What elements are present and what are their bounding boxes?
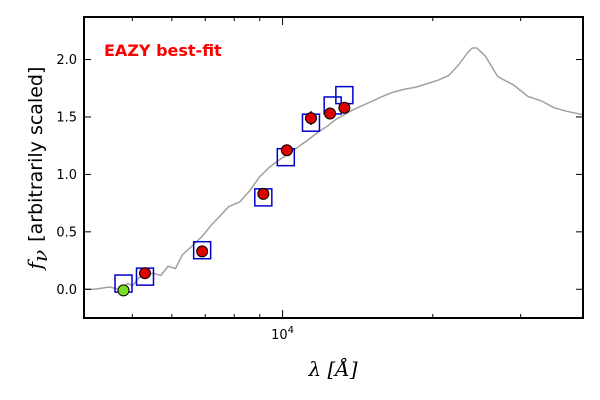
x-tick-label: 104 [271, 325, 294, 343]
template-line [84, 47, 584, 291]
model-photometry-square [192, 240, 212, 260]
y-tick-label: 1.5 [56, 110, 77, 125]
plot-frame [83, 16, 584, 319]
y-axis-label-text: [arbitrarily scaled] [25, 67, 47, 242]
y-tick-label: 0.0 [56, 283, 77, 298]
observed-point [280, 144, 293, 157]
observed-point [304, 112, 317, 125]
observed-photometry-layer [117, 101, 351, 297]
template-layer [84, 47, 584, 291]
ticks-layer: 0.0 0.5 1.0 1.5 2.0 104 [56, 17, 583, 343]
model-photometry-layer [114, 85, 354, 293]
observed-point [196, 245, 209, 258]
svg-text:fν[arbitrarily scaled]: fν[arbitrarily scaled] [23, 67, 52, 272]
y-axis-label: fν[arbitrarily scaled] [23, 67, 52, 272]
observed-point [257, 187, 270, 200]
y-tick-label: 0.5 [56, 225, 77, 240]
y-tick-label: 1.0 [56, 168, 77, 183]
outlier-point [117, 284, 130, 297]
y-axis-label-subscript: ν [28, 250, 52, 262]
observed-point [138, 267, 151, 280]
model-photometry-square [335, 85, 354, 105]
x-axis-label: λ [Å] [307, 356, 357, 381]
observed-point [324, 107, 337, 120]
observed-point [338, 101, 351, 114]
y-tick-label: 2.0 [56, 53, 77, 68]
chart-title: EAZY best-fit [104, 41, 222, 60]
